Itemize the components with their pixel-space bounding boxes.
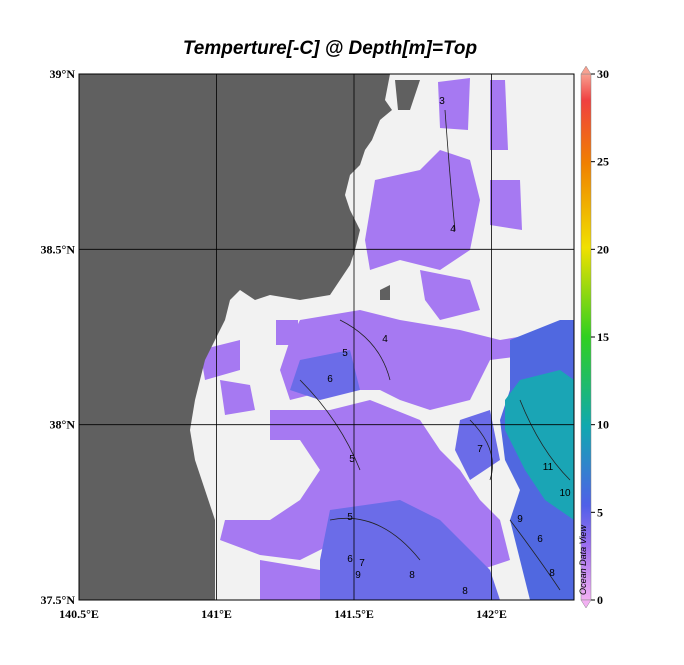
cold-water [200, 78, 530, 600]
colorbar-tick-label: 0 [597, 593, 603, 607]
x-tick-label: 142°E [476, 607, 507, 621]
y-tick-label: 38°N [50, 418, 76, 432]
colorbar-arrow [580, 65, 592, 75]
contour-label: 4 [450, 224, 456, 235]
colorbar-tick-label: 10 [597, 418, 609, 432]
colorbar-tick-label: 15 [597, 330, 609, 344]
land [79, 74, 420, 600]
contour-label: 6 [537, 534, 543, 545]
contour-label: 7 [359, 558, 365, 569]
contour-label: 10 [559, 488, 571, 499]
map-area [79, 74, 574, 600]
title: Temperture[-C] @ Depth[m]=Top [183, 38, 477, 59]
contour-lines [299, 109, 571, 591]
y-tick-label: 39°N [50, 67, 76, 81]
colorbar-tick-label: 25 [597, 155, 609, 169]
contour-label: 11 [543, 462, 554, 473]
colorbar [580, 73, 592, 601]
contour-label: 5 [347, 512, 353, 523]
contour-label: 3 [439, 96, 445, 107]
contour-label: 7 [477, 444, 483, 455]
colorbar-arrow [580, 599, 592, 609]
contour-label: 6 [347, 554, 353, 565]
watermark: Ocean Data View [578, 525, 588, 595]
y-tick-label: 38.5°N [41, 242, 76, 256]
contour-label: 8 [409, 570, 415, 581]
contour-label: 5 [342, 348, 348, 359]
y-tick-label: 37.5°N [41, 593, 76, 607]
x-tick-label: 141°E [201, 607, 232, 621]
x-tick-label: 140.5°E [59, 607, 99, 621]
contour-label: 8 [549, 568, 555, 579]
contour-label: 9 [355, 570, 361, 581]
colorbar-tick-label: 30 [597, 67, 609, 81]
x-tick-label: 141.5°E [334, 607, 374, 621]
colorbar-tick-label: 20 [597, 242, 609, 256]
contour-label: 6 [327, 374, 333, 385]
contour-label: 4 [382, 334, 388, 345]
warm-water [505, 370, 574, 520]
mid-water [290, 350, 500, 600]
contour-label: 5 [349, 454, 355, 465]
contour-label: 8 [462, 586, 468, 597]
colorbar-tick-label: 5 [597, 505, 603, 519]
contour-label: 9 [517, 514, 523, 525]
